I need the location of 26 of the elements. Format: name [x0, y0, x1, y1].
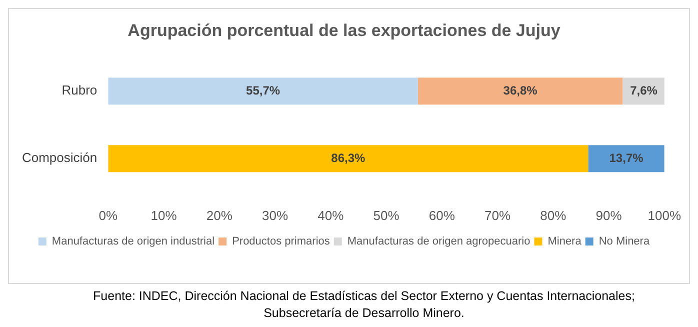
legend-label: Manufacturas de origen agropecuario [347, 236, 530, 248]
data-label: 86,3% [331, 150, 366, 165]
x-tick-label: 60% [428, 208, 456, 223]
data-label: 36,8% [503, 83, 538, 98]
chart-title: Agrupación porcentual de las exportaciones de Jujuy [128, 20, 561, 40]
x-tick-label: 0% [98, 208, 118, 223]
legend-label: Minera [548, 236, 582, 248]
y-tick-label: Composición [22, 150, 98, 166]
y-tick-label: Rubro [62, 82, 98, 98]
data-label: 55,7% [246, 83, 280, 98]
x-tick-label: 100% [648, 208, 682, 223]
data-label: 7,6% [630, 83, 658, 98]
text: Subsecretaría de Desarrollo Minero. [262, 305, 466, 322]
x-tick-label: 10% [150, 208, 178, 223]
source-note: Fuente: INDEC, Dirección Nacional de Estadísticas del Sector Externo y Cuentas Internacionales; [92, 288, 636, 305]
x-tick-label: 20% [206, 208, 233, 223]
x-tick-label: 40% [318, 208, 344, 223]
x-tick-label: 90% [596, 208, 622, 223]
data-label: 13,7% [609, 150, 644, 165]
legend-label: Manufacturas de origen industrial [52, 236, 215, 248]
x-tick-label: 80% [540, 208, 567, 223]
x-tick-label: 70% [484, 208, 511, 223]
legend-label: Productos primarios [232, 236, 330, 248]
legend-label: No Minera [598, 236, 650, 248]
x-tick-label: 30% [262, 208, 288, 223]
x-tick-label: 50% [373, 208, 400, 223]
